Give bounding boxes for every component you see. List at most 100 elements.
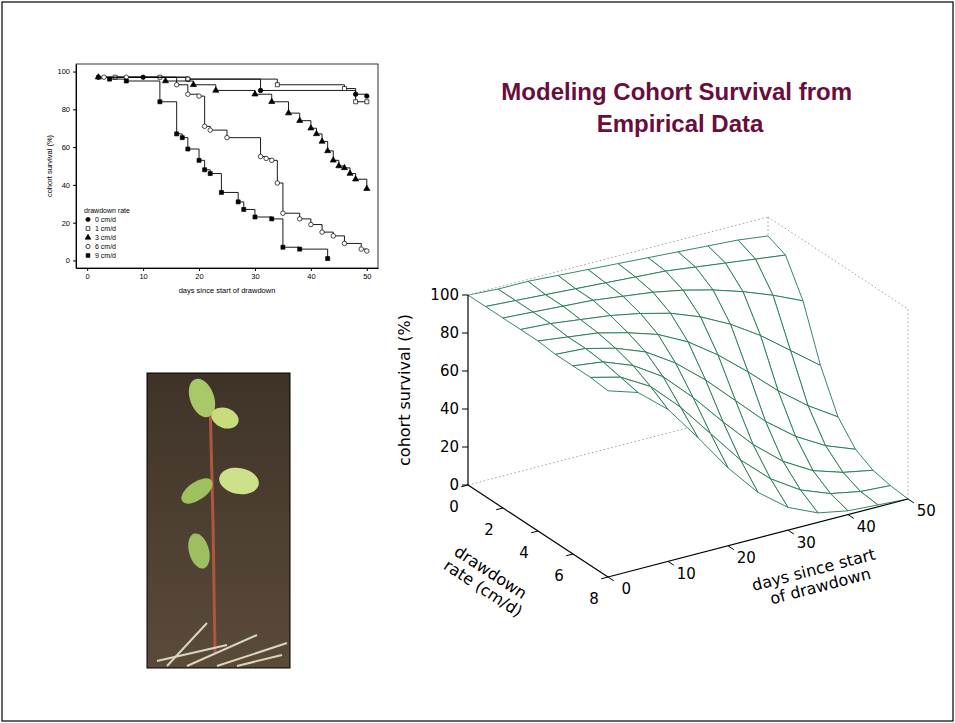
survival-marker xyxy=(108,77,112,81)
survival-marker xyxy=(186,92,191,97)
y-tick-label: 0 xyxy=(449,498,459,516)
surface-cell xyxy=(573,362,621,378)
survival-marker xyxy=(197,158,201,162)
plot-frame xyxy=(76,64,378,268)
survival-marker xyxy=(186,77,190,81)
y-tick-label: 40 xyxy=(62,181,70,190)
photo-leaf xyxy=(185,531,214,571)
survival-marker xyxy=(275,181,280,186)
plot-marks xyxy=(95,74,370,261)
survival-marker xyxy=(162,77,168,82)
y-tick-mark xyxy=(73,109,76,110)
y-axis-title: cohort survival (%) xyxy=(45,134,54,197)
x-axis: 01020304050 xyxy=(77,268,379,281)
survival-marker xyxy=(158,100,162,104)
survival-marker xyxy=(203,168,207,172)
photo xyxy=(147,373,290,668)
survival-marker xyxy=(258,154,263,159)
survival-marker xyxy=(359,247,364,252)
x-tick: 0 xyxy=(86,268,90,281)
legend-title: drawdown rate xyxy=(84,207,130,214)
x-tick: 10 xyxy=(139,268,147,281)
y-tick-label: 20 xyxy=(62,219,70,228)
x-tick: 40 xyxy=(307,268,315,281)
x-tick: 50 xyxy=(363,268,371,281)
survival-marker xyxy=(285,110,291,115)
x-tick-mark xyxy=(255,268,256,271)
x-tick-label: 0 xyxy=(86,272,90,281)
surface-cell xyxy=(681,407,729,468)
survival-marker xyxy=(124,79,128,83)
x-axis-title: days since start of drawdown xyxy=(179,286,276,295)
survival-marker xyxy=(330,157,336,162)
survival-marker xyxy=(281,245,285,249)
slide-frame xyxy=(2,2,953,721)
survival-marker xyxy=(336,162,342,167)
photo-grass xyxy=(217,643,287,666)
survival-marker xyxy=(208,172,212,176)
x-tick-mark xyxy=(87,268,88,271)
survival-line xyxy=(98,77,366,188)
x-tick-mark xyxy=(848,515,854,519)
survival-line xyxy=(110,79,328,258)
x-tick-label: 40 xyxy=(307,272,315,281)
legend-symbol xyxy=(86,217,90,221)
y-axis: 020406080100 xyxy=(57,65,76,269)
photo-leaf xyxy=(217,465,261,498)
legend-label: 3 cm/d xyxy=(95,234,116,241)
y-tick-mark xyxy=(73,223,76,224)
y-tick: 20 xyxy=(62,219,76,228)
x-tick-label: 0 xyxy=(622,580,632,598)
survival-line xyxy=(98,77,366,96)
survival-marker xyxy=(213,87,219,92)
x-tick-label: 50 xyxy=(917,502,936,520)
photo-leaf xyxy=(177,473,217,508)
survival-marker xyxy=(353,176,359,181)
y-tick-label: 4 xyxy=(519,544,529,562)
survival-marker xyxy=(320,230,325,235)
slide-title: Modeling Cohort Survival from Empirical … xyxy=(501,78,858,137)
surface-cell xyxy=(591,377,639,392)
legend-symbol xyxy=(86,244,90,248)
y-axis-title-line: rate (cm/d) xyxy=(440,556,526,621)
survival-chart: 01020304050020406080100days since start … xyxy=(45,64,379,295)
survival-marker xyxy=(264,156,269,161)
legend: drawdown rate0 cm/d1 cm/d3 cm/d6 cm/d9 c… xyxy=(84,207,130,259)
survival-marker xyxy=(281,211,286,216)
survival-marker xyxy=(219,190,223,194)
survival-marker xyxy=(297,117,303,122)
x-tick-label: 10 xyxy=(139,272,147,281)
photo-background xyxy=(147,373,290,668)
box-edge xyxy=(908,309,909,499)
survival-marker xyxy=(102,75,107,80)
legend-symbol xyxy=(86,254,90,258)
y-tick-label: 80 xyxy=(62,105,70,114)
survival-marker xyxy=(365,94,370,99)
legend-label: 1 cm/d xyxy=(95,225,116,232)
y-tick-label: 2 xyxy=(484,521,494,539)
y-tick-label: 6 xyxy=(554,567,564,585)
survival-marker xyxy=(208,128,213,133)
survival-marker xyxy=(258,88,263,93)
y-tick-mark xyxy=(73,147,76,148)
z-tick-label: 0 xyxy=(449,476,459,494)
y-tick-mark xyxy=(601,577,608,579)
z-tick-label: 40 xyxy=(440,400,459,418)
legend-label: 0 cm/d xyxy=(95,216,116,223)
z-tick-mark xyxy=(462,409,468,410)
x-tick-label: 40 xyxy=(857,518,876,536)
z-tick-label: 100 xyxy=(430,286,459,304)
x-tick-mark xyxy=(367,268,368,271)
x-tick-mark xyxy=(199,268,200,271)
legend-label: 6 cm/d xyxy=(95,243,116,250)
survival-marker xyxy=(319,138,325,143)
survival-marker xyxy=(186,147,190,151)
z-tick-mark xyxy=(462,447,468,448)
survival-marker xyxy=(347,170,353,175)
y-tick-mark xyxy=(531,531,538,533)
survival-marker xyxy=(95,74,101,79)
x-tick-mark xyxy=(143,268,144,271)
y-tick-mark xyxy=(461,485,468,487)
y-tick: 60 xyxy=(62,143,76,152)
survival-marker xyxy=(202,124,207,129)
